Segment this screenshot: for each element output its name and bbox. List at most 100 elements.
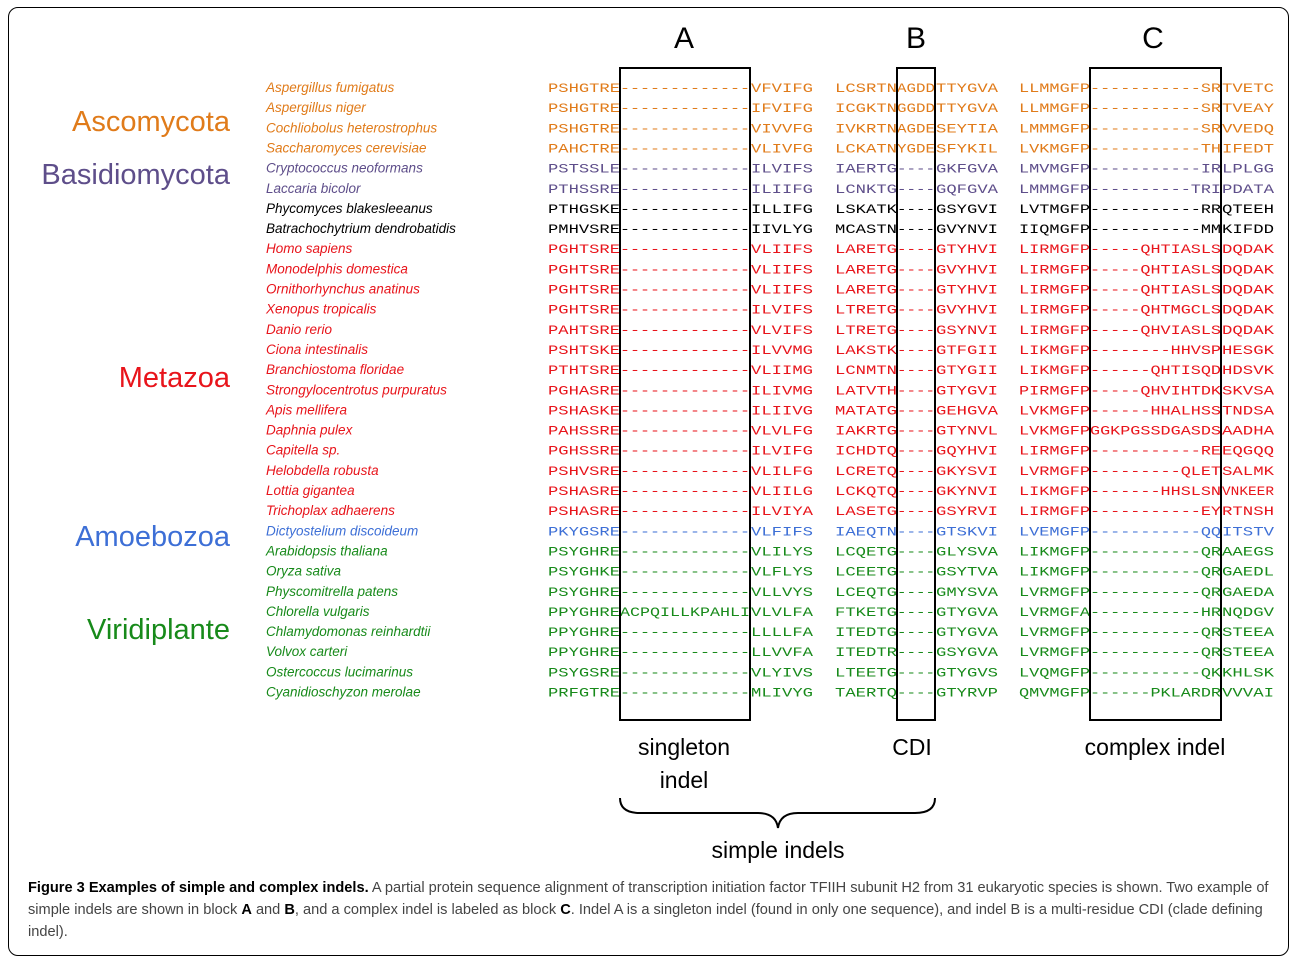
sequence-segment: PRFGTRE [548, 686, 620, 701]
sequence-segment: AGDD [897, 81, 935, 96]
sequence-segment: ------------- [620, 544, 750, 559]
sequence-segment: -----QHTIASLS [1090, 242, 1221, 257]
species-name: Capitella sp. [266, 443, 340, 458]
sequence-segment: ------PKLARDR [1090, 686, 1221, 701]
sequence-segment: -----------IR [1090, 162, 1221, 177]
sequence-segment: IAKRTG [835, 424, 897, 439]
sequence-segment: DQDAK [1222, 262, 1274, 277]
sequence-segment: ---- [897, 665, 935, 680]
alignment-row: Branchiostoma floridae PTHTSRE -----------… [266, 362, 1274, 378]
sequence-segment: ---- [897, 303, 935, 318]
sequence-segment: PSHASRE [548, 504, 620, 519]
sequence-segment: GKYNVI [936, 484, 998, 499]
alignment-row: Ciona intestinalis PSHTSKE ------------- IL… [266, 342, 1274, 358]
sequence-segment: LVRMGFP [1019, 625, 1090, 640]
sequence-segment: ITEDTG [835, 625, 897, 640]
sequence-segment: LCKATN [835, 141, 897, 156]
sequence-segment: ---- [897, 444, 935, 459]
sequence-segment: GSYTVA [936, 565, 998, 580]
sequence-segment: SEYTIA [936, 121, 998, 136]
sequence-segment: ------------- [620, 444, 750, 459]
sequence-segment: PSYGSRE [548, 665, 620, 680]
sequence-segment: PKYGSRE [548, 524, 620, 539]
sequence-segment: LCSRTN [835, 81, 897, 96]
sequence-segment: GVYNVI [936, 222, 998, 237]
sequence-segment: LMMMGFP [1019, 182, 1090, 197]
sequence-segment: LIRMGFP [1019, 444, 1090, 459]
sequence-segment: LLMMGFP [1019, 101, 1090, 116]
sequence-segment: DQDAK [1222, 303, 1274, 318]
sequence-segment: PSYGHKE [548, 565, 620, 580]
sequence-segment: ITEDTR [835, 645, 897, 660]
species-name: Aspergillus fumigatus [265, 80, 395, 95]
sequence-segment: LIKMGFP [1019, 343, 1090, 358]
sequence-segment: ILVIFS [751, 162, 813, 177]
sequence-segment: VLIIFS [751, 262, 813, 277]
block-b-label: B [906, 22, 926, 55]
sequence-segment: ------------- [620, 504, 750, 519]
block-c-box [1089, 67, 1222, 721]
sequence-segment: -----QHVIASLS [1090, 323, 1221, 338]
clade-labels: Ascomycota Basidiomycota Metazoa Amoebozoa V… [41, 106, 230, 646]
sequence-segment: ------------- [620, 141, 750, 156]
sequence-segment: ---- [897, 424, 935, 439]
sequence-segment: -----------QQ [1090, 524, 1221, 539]
sequence-segment: LARETG [835, 283, 897, 298]
sequence-segment: PGHTSRE [548, 262, 620, 277]
sequence-segment: LARETG [835, 242, 897, 257]
species-name: Helobdella robusta [266, 463, 379, 478]
sequence-segment: GTYHVI [936, 242, 998, 257]
sequence-segment: SALMK [1222, 464, 1274, 479]
clade-label: Ascomycota [72, 106, 231, 138]
sequence-segment: LIRMGFP [1019, 283, 1090, 298]
sequence-segment: -------HHSLSN [1090, 484, 1221, 499]
sequence-segment: LVRMGFP [1019, 585, 1090, 600]
sequence-segment: VVEDQ [1222, 121, 1274, 136]
sequence-segment: ---------QLET [1090, 464, 1221, 479]
species-name: Apis mellifera [265, 402, 348, 417]
sequence-segment: VFVIFG [751, 81, 813, 96]
sequence-segment: ---- [897, 686, 935, 701]
sequence-segment: LMMMGFP [1019, 121, 1090, 136]
sequence-segment: -----QHTIASLS [1090, 283, 1221, 298]
alignment-figure: Aspergillus fumigatus PSHGTRE ------------… [41, 22, 1274, 863]
sequence-segment: ------HHALHSS [1090, 403, 1221, 418]
species-name: Volvox carteri [266, 644, 348, 659]
sequence-segment: GSYGVA [936, 645, 998, 660]
sequence-segment: VNKEER [1222, 484, 1274, 499]
sequence-segment: HDSVK [1222, 363, 1274, 378]
sequence-segment: GKFGVA [936, 162, 998, 177]
species-name: Cryptococcus neoformans [266, 161, 423, 176]
sequence-segment: -----QHTMGCLS [1090, 303, 1221, 318]
alignment-row: Cyanidioschyzon merolae PRFGTRE ----------… [266, 685, 1274, 701]
sequence-segment: PIRMGFP [1019, 383, 1090, 398]
sequence-segment: ------------- [620, 625, 750, 640]
sequence-segment: -----QHTIASLS [1090, 262, 1221, 277]
species-name: Strongylocentrotus purpuratus [266, 382, 447, 397]
sequence-segment: SKVSA [1222, 383, 1274, 398]
sequence-segment: GSYNVI [936, 323, 998, 338]
alignment-row: Volvox carteri PPYGHRE ------------- LLVVFA… [266, 644, 1274, 660]
sequence-segment: ---- [897, 605, 935, 620]
sequence-segment: ------------- [620, 565, 750, 580]
alignment-row: Lottia gigantea PSHASRE ------------- VLIIL… [266, 483, 1274, 499]
sequence-segment: ---- [897, 283, 935, 298]
sequence-segment: VVVAI [1222, 686, 1274, 701]
sequence-segment: VLFLYS [751, 565, 813, 580]
alignment-row: Physcomitrella patens PSYGHRE ------------… [266, 584, 1274, 600]
sequence-segment: ICHDTQ [835, 444, 897, 459]
sequence-segment: TNDSA [1222, 403, 1274, 418]
sequence-segment: ------------- [620, 585, 750, 600]
sequence-segment: ---- [897, 544, 935, 559]
sequence-segment: ILLIFG [751, 202, 813, 217]
sequence-segment: TTYGVA [936, 101, 998, 116]
sequence-segment: LCRETQ [835, 464, 897, 479]
sequence-segment: GTYNVL [936, 424, 998, 439]
sequence-segment: GMYSVA [936, 585, 998, 600]
caption-block-a: A [241, 902, 252, 918]
sequence-segment: -----------QR [1090, 544, 1221, 559]
alignment-row: Homo sapiens PGHTSRE ------------- VLIIFS LA… [266, 241, 1274, 257]
sequence-segment: ------------- [620, 383, 750, 398]
species-name: Saccharomyces cerevisiae [266, 140, 427, 155]
caption-text-2: and [251, 902, 285, 918]
